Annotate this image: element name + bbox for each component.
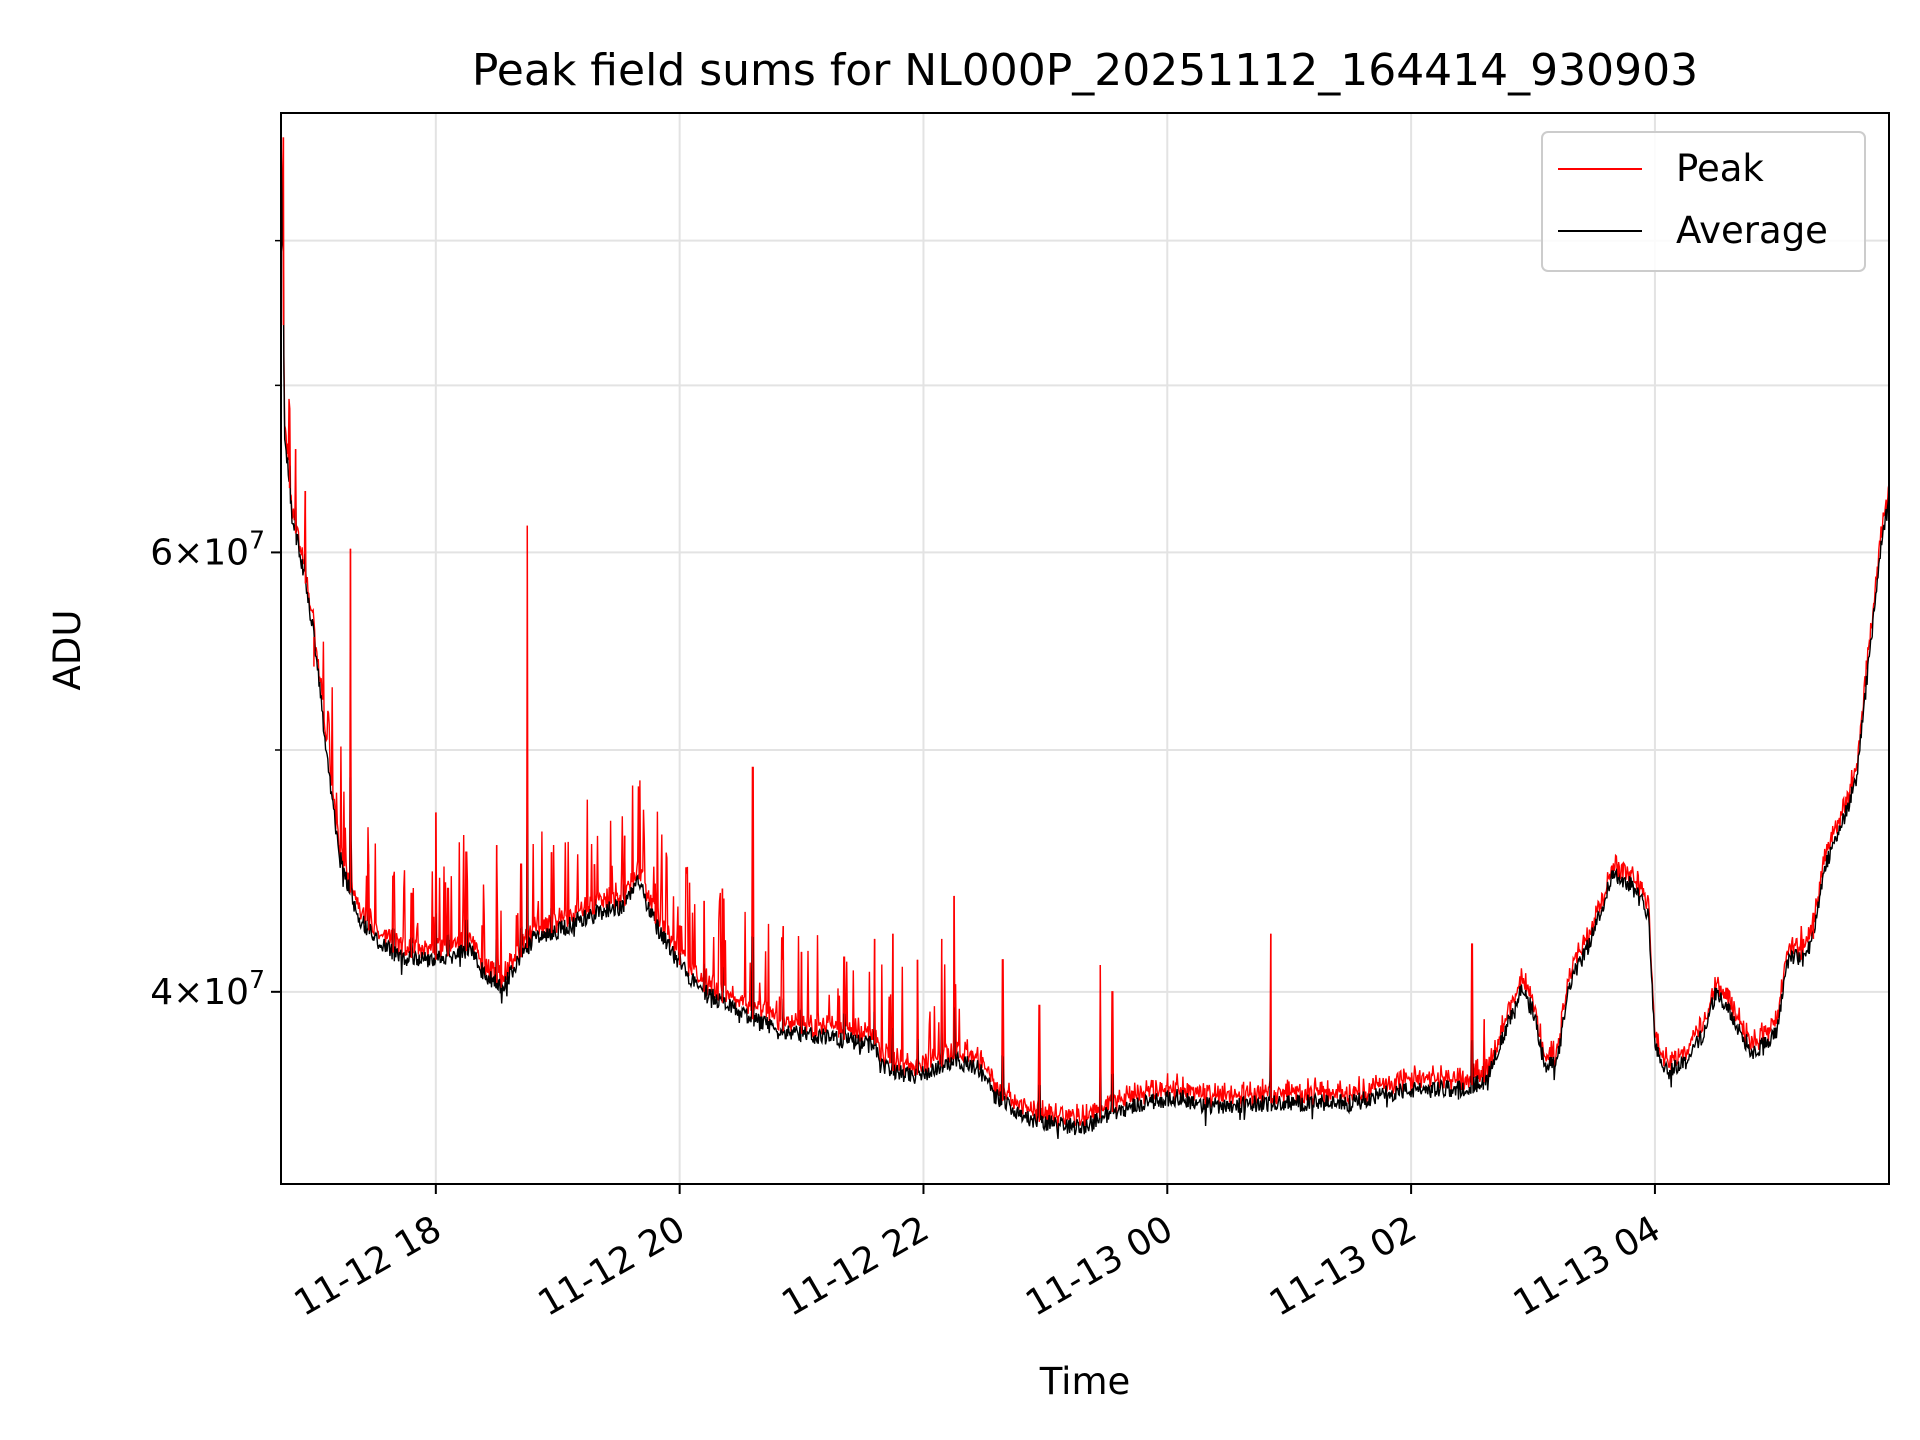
legend-average-label: Average bbox=[1676, 209, 1828, 252]
y-tick-label: 4×107 bbox=[150, 965, 265, 1013]
legend: Peak Average bbox=[1541, 131, 1866, 272]
y-axis-label: ADU bbox=[46, 610, 89, 691]
plot-frame bbox=[280, 112, 1890, 1185]
series-line-peak bbox=[281, 122, 1889, 1132]
x-axis-label: Time bbox=[1039, 1360, 1131, 1403]
chart-title: Peak field sums for NL000P_20251112_1644… bbox=[472, 45, 1698, 96]
y-tick-label: 6×107 bbox=[150, 525, 265, 573]
series-layer bbox=[281, 122, 1889, 1139]
legend-frame bbox=[1541, 131, 1866, 272]
series-line-average bbox=[281, 134, 1889, 1139]
legend-peak-label: Peak bbox=[1676, 147, 1764, 190]
